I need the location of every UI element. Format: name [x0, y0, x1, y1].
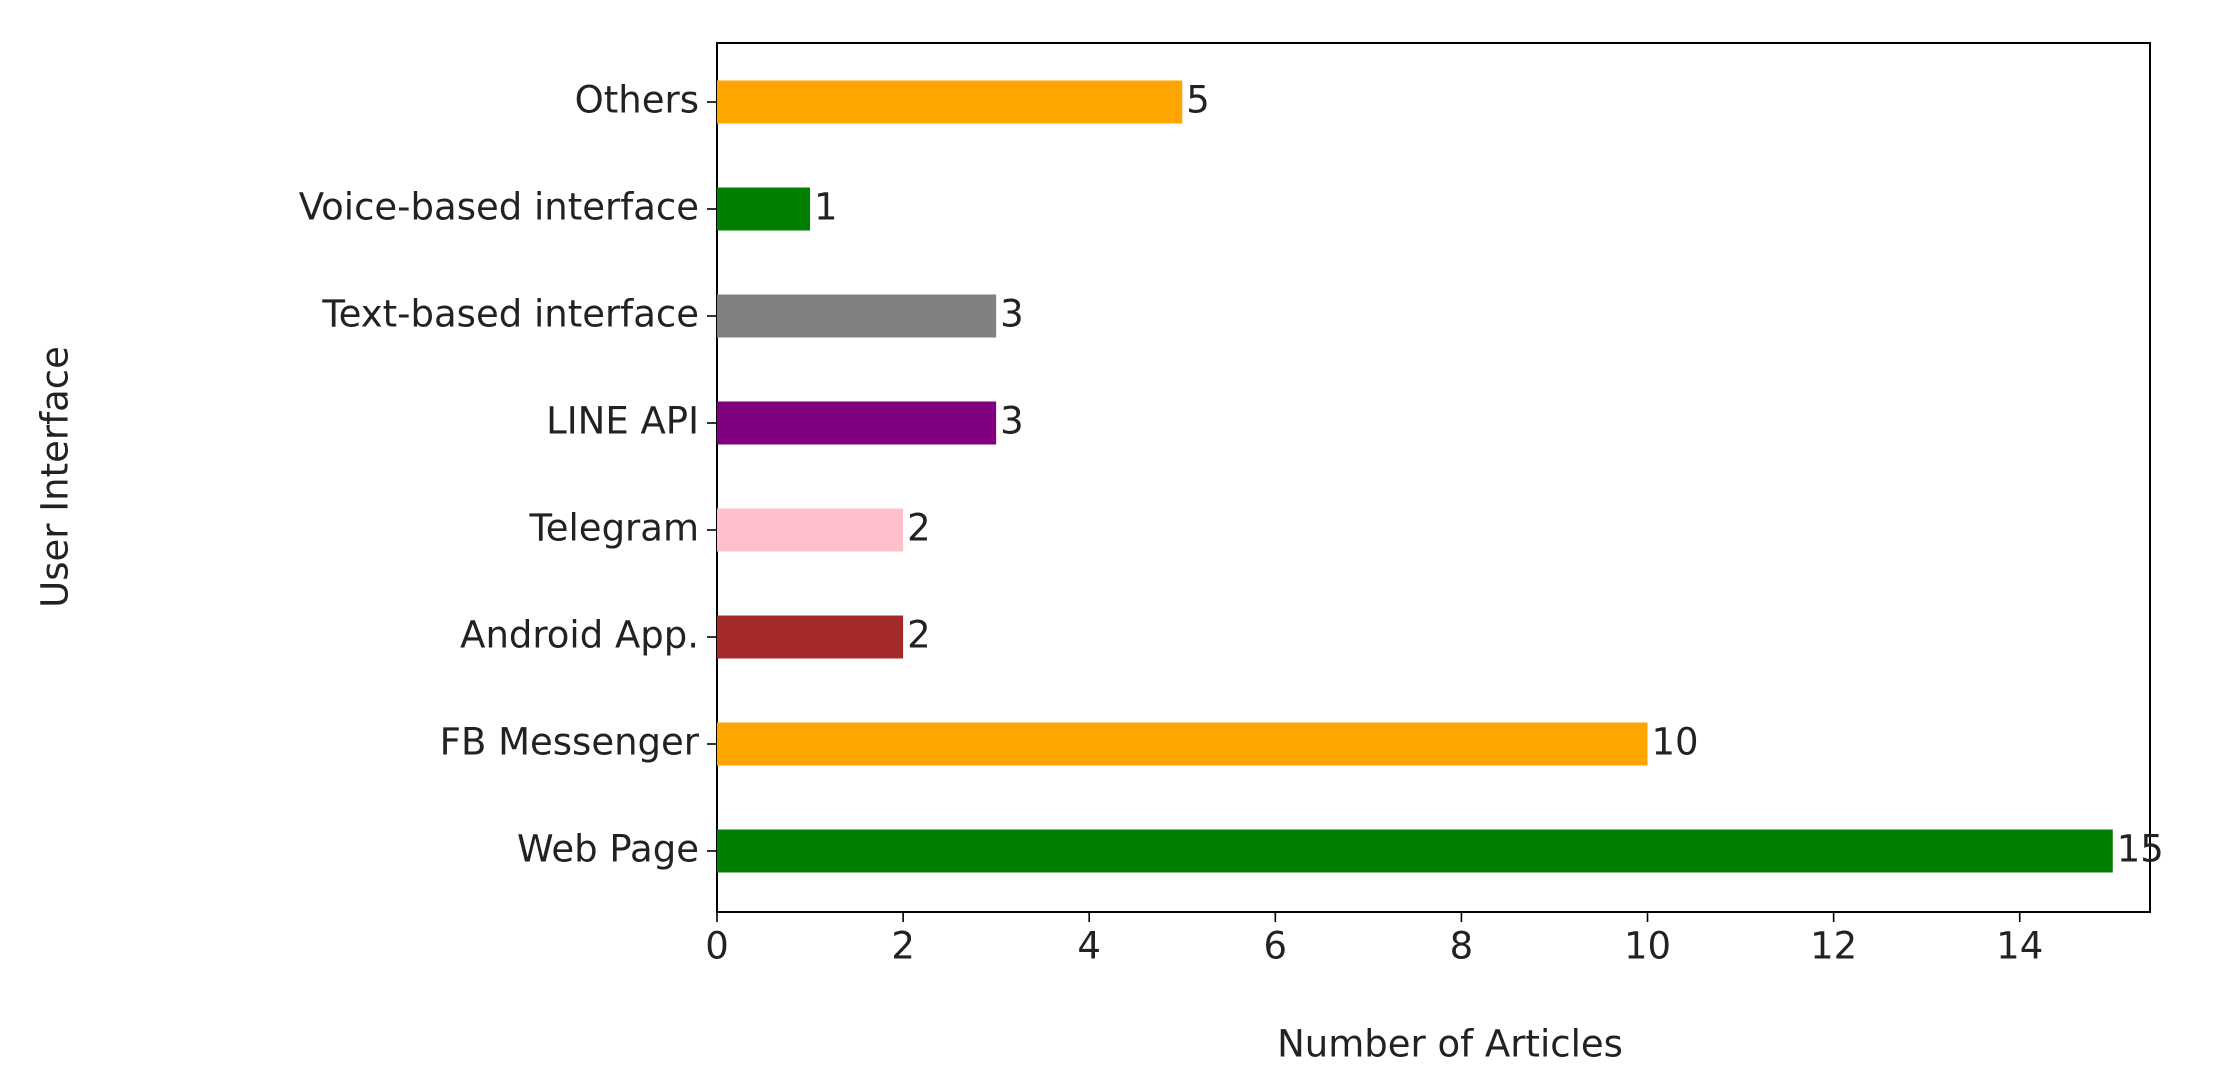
- x-tick-label: 0: [705, 925, 729, 968]
- y-tick-label: Voice-based interface: [299, 186, 699, 229]
- value-label: 5: [1186, 79, 1210, 122]
- x-tick-label: 12: [1810, 925, 1857, 968]
- plot-frame: [716, 42, 2151, 913]
- y-tick-label: Text-based interface: [321, 293, 699, 336]
- value-label: 2: [907, 614, 931, 657]
- bar: [717, 294, 997, 338]
- bar: [717, 722, 1648, 766]
- y-tick-label: Android App.: [460, 614, 699, 657]
- value-label: 2: [907, 507, 931, 550]
- bar: [717, 401, 997, 445]
- x-axis-label: Number of Articles: [1277, 1023, 1623, 1066]
- x-tick-label: 8: [1450, 925, 1474, 968]
- bar: [717, 829, 2113, 873]
- value-label: 10: [1652, 721, 1699, 764]
- bar: [717, 80, 1183, 124]
- value-label: 3: [1000, 293, 1024, 336]
- value-label: 15: [2117, 828, 2164, 871]
- bar: [717, 187, 811, 231]
- y-tick-label: Telegram: [528, 507, 699, 550]
- y-tick-label: Web Page: [517, 828, 699, 871]
- x-tick-label: 6: [1264, 925, 1288, 968]
- x-tick-label: 10: [1624, 925, 1671, 968]
- bar: [717, 508, 904, 552]
- x-tick-label: 4: [1077, 925, 1101, 968]
- y-axis-label: User Interface: [34, 346, 77, 608]
- y-tick-label: FB Messenger: [440, 721, 700, 764]
- value-label: 1: [814, 186, 838, 229]
- x-tick-label: 2: [891, 925, 915, 968]
- bar: [717, 615, 904, 659]
- y-tick-label: Others: [575, 79, 699, 122]
- x-tick-label: 14: [1996, 925, 2043, 968]
- value-label: 3: [1000, 400, 1024, 443]
- y-tick-label: LINE API: [546, 400, 699, 443]
